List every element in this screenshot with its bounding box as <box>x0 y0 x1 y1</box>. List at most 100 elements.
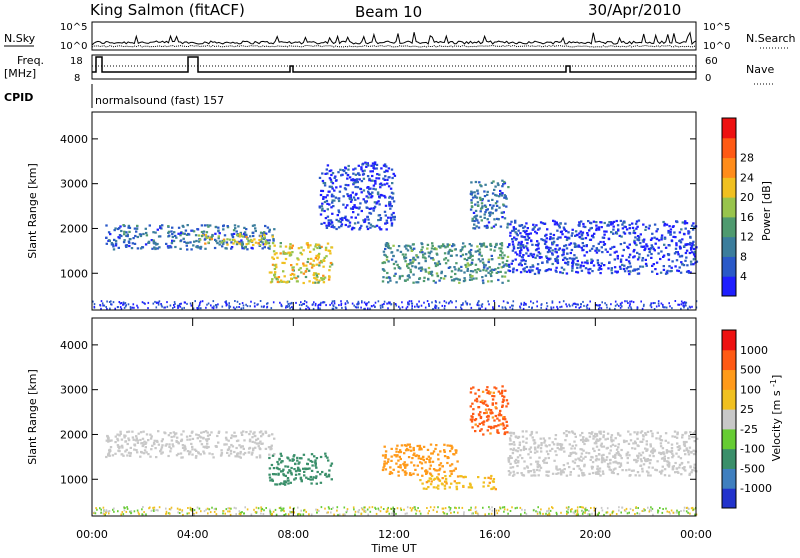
power-cell <box>275 266 278 269</box>
velocity-cell <box>120 444 124 447</box>
velocity-cell <box>640 460 643 463</box>
power-cell <box>535 248 539 251</box>
velocity-cell <box>605 447 608 450</box>
power-cell <box>636 235 640 238</box>
velocity-cell <box>648 454 652 457</box>
power-cell <box>131 306 134 309</box>
power-cell <box>302 249 305 252</box>
power-cell <box>482 263 486 266</box>
power-cell <box>320 301 322 304</box>
power-cell <box>318 206 322 209</box>
velocity-cell <box>99 507 101 510</box>
power-cell <box>373 167 376 170</box>
power-cell <box>472 211 476 214</box>
velocity-cell <box>183 446 187 449</box>
power-cell <box>644 228 647 231</box>
power-cell <box>560 230 563 233</box>
power-cell <box>181 232 185 235</box>
power-cell <box>582 264 585 268</box>
power-cell <box>637 236 641 239</box>
velocity-cell <box>615 452 618 455</box>
power-cell <box>625 267 628 270</box>
power-cell <box>554 247 557 251</box>
power-cell <box>411 307 413 310</box>
power-cell <box>315 244 319 247</box>
power-cell <box>324 196 327 199</box>
velocity-cell <box>590 507 592 509</box>
power-cell <box>675 251 678 254</box>
velocity-cell <box>129 452 132 455</box>
power-cell <box>623 232 627 235</box>
nave-label: Nave <box>746 63 774 76</box>
power-cell <box>378 173 381 176</box>
velocity-cell <box>178 508 181 511</box>
velocity-cell <box>525 465 529 468</box>
power-cell <box>548 238 552 241</box>
power-cell <box>492 307 494 310</box>
power-cell <box>369 212 373 215</box>
power-cell <box>524 259 527 263</box>
power-cell <box>357 303 359 306</box>
velocity-cell <box>521 457 524 460</box>
power-cell <box>326 215 330 218</box>
power-cell <box>306 242 309 245</box>
power-cell <box>120 234 123 238</box>
velocity-cell <box>126 507 129 510</box>
velocity-cell <box>567 507 570 510</box>
power-cell <box>152 241 156 245</box>
power-cell <box>663 222 667 225</box>
velocity-cell <box>429 477 433 480</box>
power-cell <box>152 231 155 234</box>
velocity-cell <box>502 427 505 430</box>
velocity-cell <box>441 477 444 480</box>
velocity-cell <box>634 458 637 462</box>
velocity-cell <box>145 451 148 454</box>
velocity-cell <box>570 510 572 513</box>
velocity-cell <box>478 395 481 398</box>
velocity-cell <box>636 471 640 474</box>
velocity-cell <box>290 511 293 513</box>
power-cell <box>633 232 637 235</box>
power-cell <box>535 224 538 227</box>
velocity-cell <box>661 465 664 468</box>
velocity-cell <box>597 513 599 516</box>
power-cell <box>693 252 696 255</box>
power-cell <box>675 259 679 262</box>
power-cell <box>302 272 306 275</box>
velocity-cell <box>569 473 572 476</box>
power-cell <box>524 238 527 241</box>
power-cell <box>409 247 413 250</box>
power-cell <box>423 276 426 279</box>
power-cell <box>331 187 334 190</box>
power-cell <box>330 180 333 183</box>
velocity-cell <box>336 509 338 512</box>
velocity-cell <box>293 478 296 481</box>
velocity-cell <box>310 469 314 472</box>
power-cell <box>551 252 554 255</box>
velocity-cell <box>646 430 650 433</box>
power-cell <box>477 300 480 303</box>
power-cell <box>468 278 472 281</box>
velocity-y-tick-label: 3000 <box>60 384 88 397</box>
power-cell <box>593 232 596 235</box>
velocity-cell <box>468 509 470 512</box>
power-cell <box>608 307 611 310</box>
power-cell <box>322 258 325 262</box>
power-cell <box>451 301 453 304</box>
power-cell <box>333 189 336 192</box>
power-cell <box>575 270 578 274</box>
power-cell <box>600 246 603 249</box>
power-cell <box>327 223 331 226</box>
power-cell <box>93 303 96 306</box>
power-cell <box>505 263 508 266</box>
power-cell <box>486 208 489 211</box>
power-cell <box>280 303 283 306</box>
power-cell <box>378 203 381 206</box>
velocity-cell <box>688 434 691 438</box>
power-cell <box>683 301 686 304</box>
velocity-cell <box>689 431 692 434</box>
power-cell <box>320 261 324 264</box>
power-cell <box>448 243 451 246</box>
power-cell <box>524 231 527 234</box>
power-cell <box>474 217 478 220</box>
